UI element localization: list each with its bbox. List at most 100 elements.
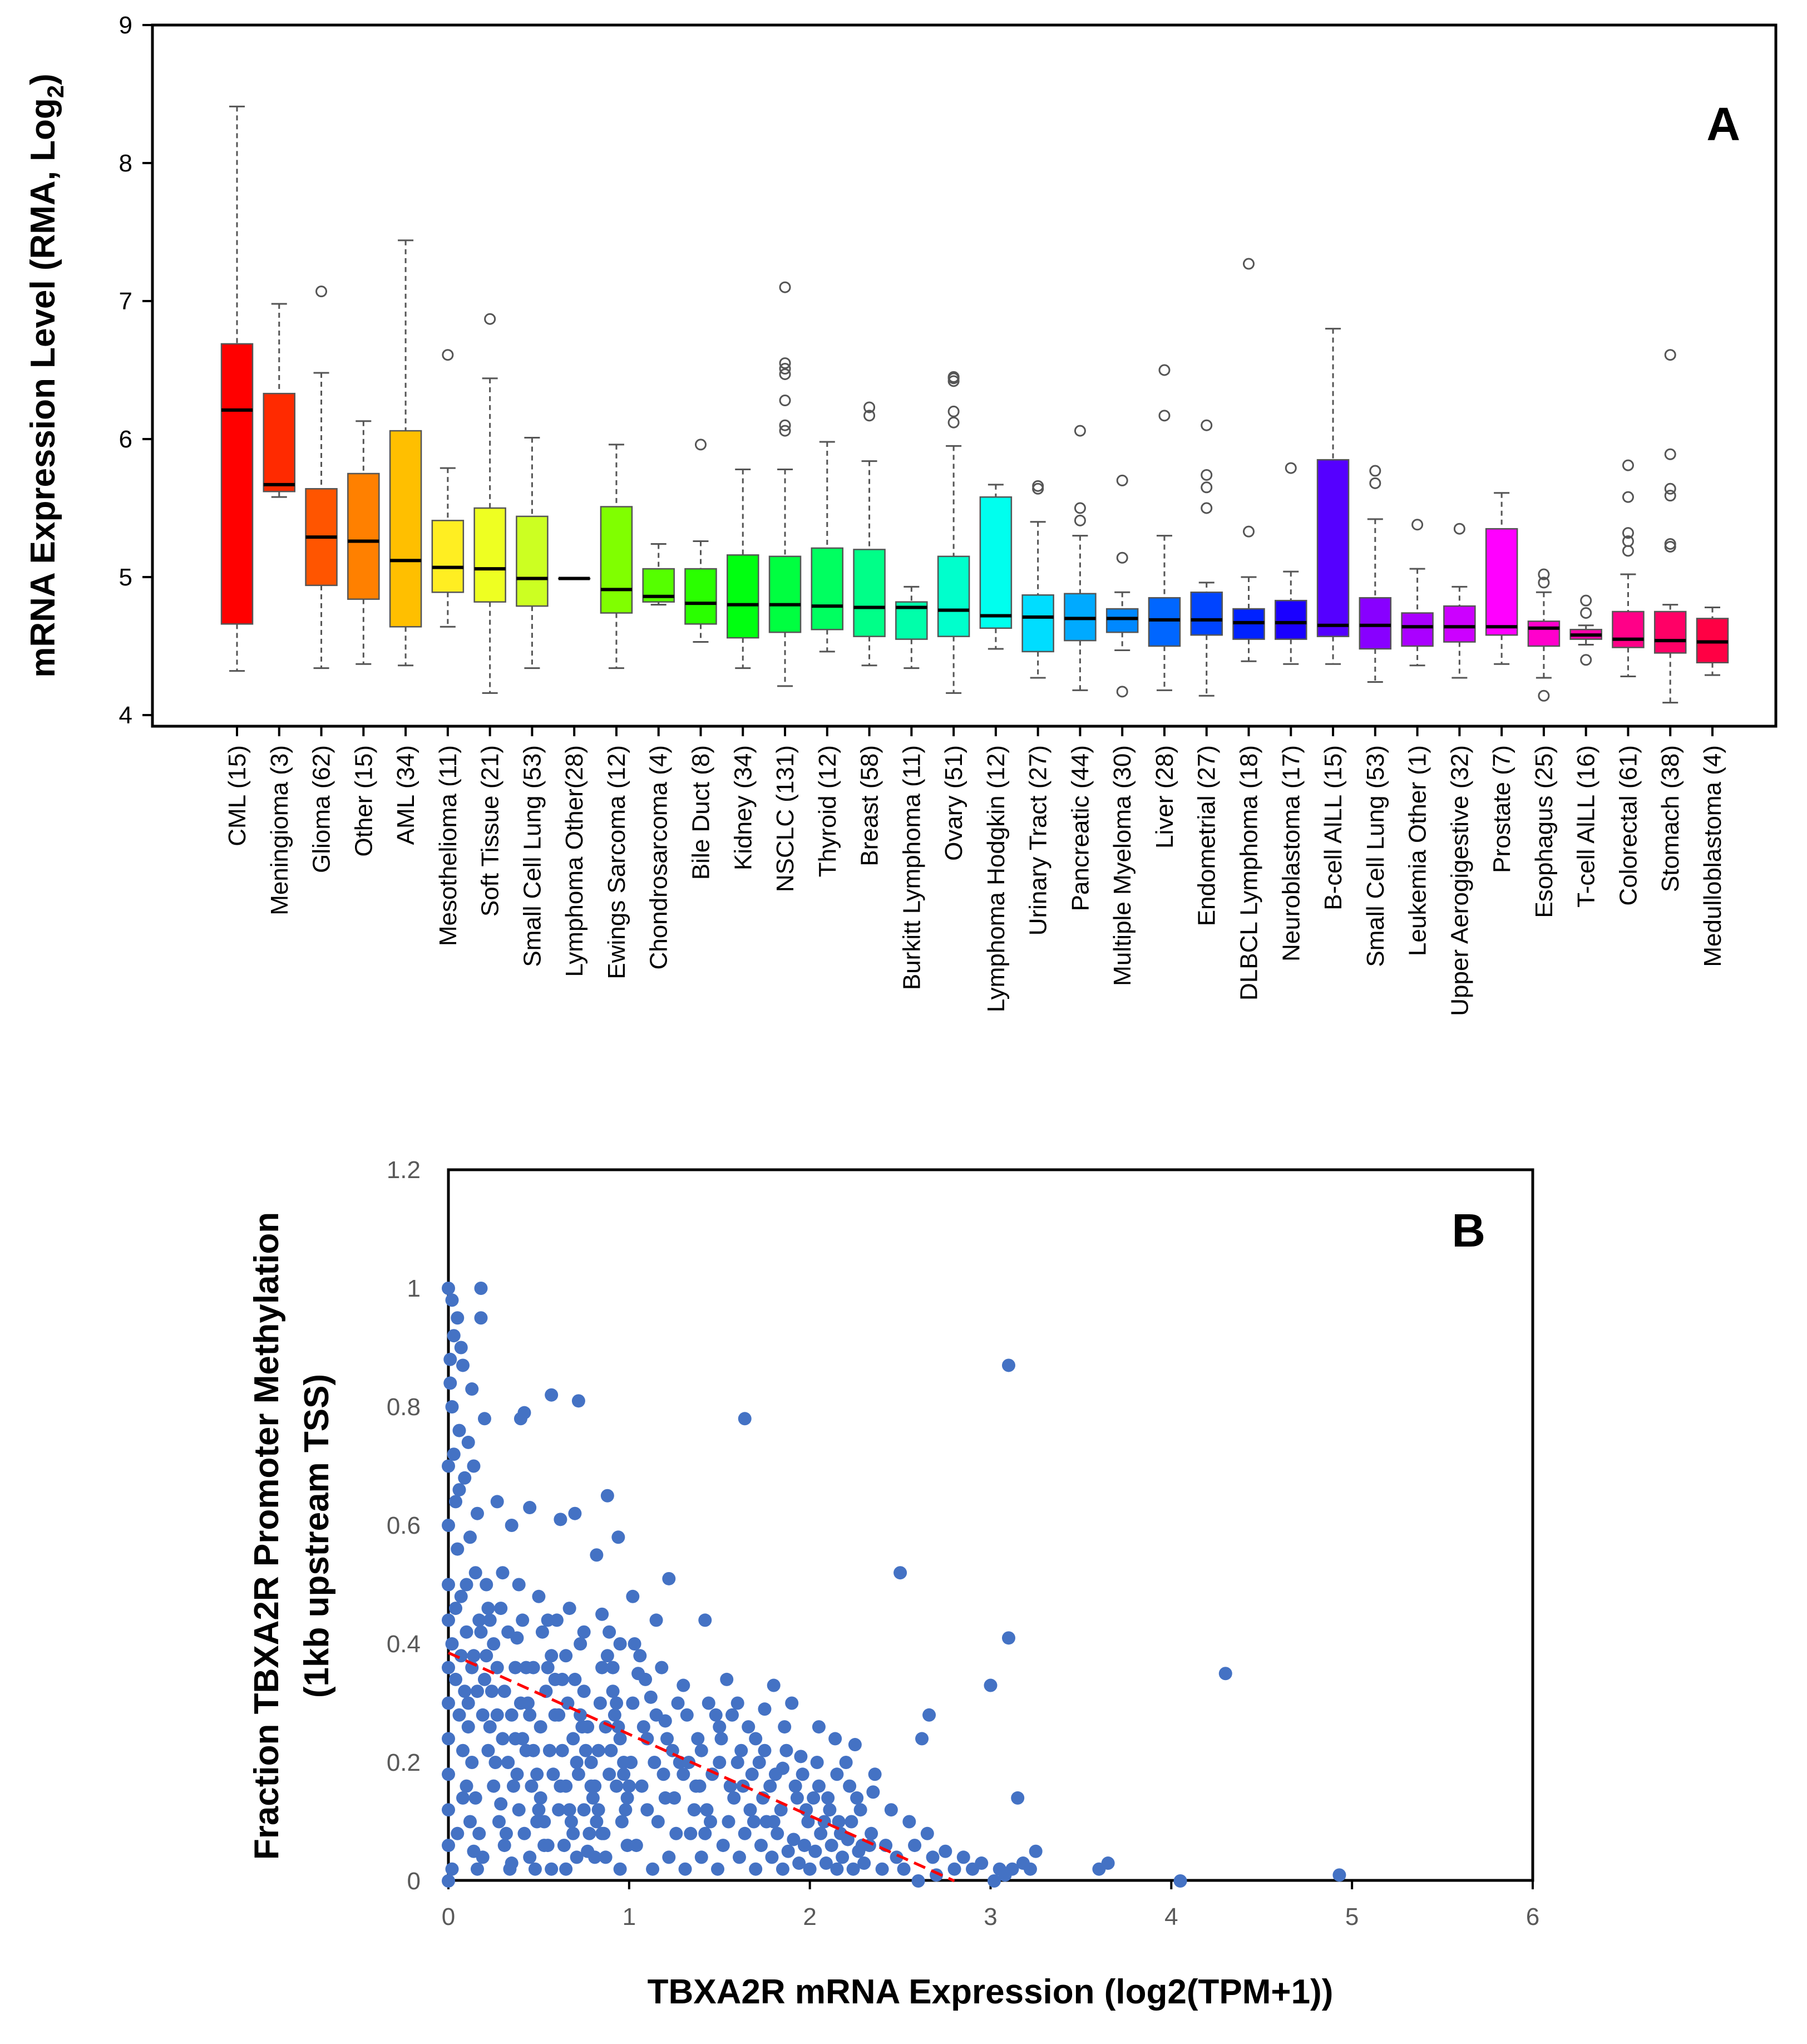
panel-b-point: [514, 1412, 527, 1426]
panel-b-y-tick-label: 0.4: [387, 1631, 421, 1658]
panel-b-point: [792, 1856, 806, 1870]
panel-b-point: [510, 1767, 524, 1781]
panel-a-box: [1612, 610, 1645, 648]
panel-b-point: [483, 1613, 497, 1627]
panel-b-point: [776, 1862, 789, 1876]
panel-b-point: [713, 1720, 727, 1734]
panel-a-outlier: [1369, 477, 1381, 489]
panel-b-point: [506, 1779, 520, 1793]
panel-b-point: [984, 1678, 998, 1692]
panel-b-point: [470, 1685, 484, 1698]
panel-b-x-tick-label: 3: [984, 1903, 997, 1930]
panel-b-point: [662, 1572, 676, 1585]
panel-b-point: [662, 1850, 676, 1864]
panel-b-point: [819, 1856, 833, 1870]
panel-b-trendline: [447, 1651, 955, 1883]
panel-a-box-group: [263, 303, 296, 498]
panel-b-point: [470, 1862, 484, 1876]
panel-b-point: [814, 1826, 828, 1840]
panel-b-point: [790, 1791, 804, 1805]
panel-b-point: [893, 1566, 907, 1580]
panel-b-point: [545, 1388, 559, 1402]
panel-a-box: [473, 507, 506, 603]
panel-b-point: [743, 1803, 757, 1817]
panel-a-box: [1105, 608, 1139, 633]
panel-b-point: [691, 1732, 705, 1746]
panel-a-category-label: Colorectal (61): [1615, 745, 1642, 906]
panel-a-outlier: [1201, 469, 1213, 481]
panel-a-box-group: [1443, 523, 1476, 679]
panel-b-point: [626, 1696, 640, 1710]
panel-b-point: [442, 1732, 455, 1746]
panel-b-point: [920, 1826, 934, 1840]
panel-b-point: [606, 1661, 620, 1674]
panel-b-point: [480, 1649, 493, 1663]
panel-a-category-label: Pancreatic (44): [1067, 745, 1094, 911]
panel-b-point: [562, 1602, 576, 1616]
panel-a-box-group: [431, 349, 465, 628]
panel-a-y-axis-title-sub: 2: [42, 85, 68, 98]
panel-b-point: [577, 1685, 591, 1698]
panel-a-outlier: [1664, 490, 1676, 502]
panel-b-point: [651, 1815, 665, 1829]
panel-b-point: [517, 1826, 531, 1840]
panel-b-point: [566, 1826, 580, 1840]
panel-b-point: [779, 1743, 793, 1757]
panel-b-point: [458, 1685, 472, 1698]
panel-b-point: [626, 1589, 640, 1603]
panel-b-point: [846, 1862, 860, 1876]
panel-b-point: [848, 1738, 862, 1752]
panel-b-point: [1001, 1358, 1015, 1372]
panel-b-point: [747, 1815, 761, 1829]
panel-b-point: [582, 1826, 596, 1840]
panel-b-point: [442, 1874, 455, 1888]
panel-a-category-label: Neuroblastoma (17): [1277, 745, 1305, 962]
panel-a-box-group: [1105, 474, 1139, 698]
panel-b-point: [571, 1394, 585, 1408]
panel-b-point: [474, 1282, 488, 1295]
panel-b-point: [562, 1803, 576, 1817]
panel-a-outlier: [1243, 258, 1255, 270]
panel-a-box: [431, 520, 465, 593]
panel-b-point: [541, 1661, 555, 1674]
panel-b-point: [559, 1862, 573, 1876]
panel-b-point: [1011, 1791, 1025, 1805]
panel-b-point: [655, 1661, 669, 1674]
panel-b-point: [591, 1743, 605, 1757]
panel-b-point: [445, 1637, 459, 1651]
panel-b-point: [443, 1376, 457, 1390]
panel-a-outlier: [694, 439, 707, 451]
panel-a-box-group: [1569, 594, 1602, 666]
panel-b-point: [669, 1826, 683, 1840]
panel-a-box-group: [1696, 607, 1729, 676]
panel-b-point: [452, 1424, 466, 1437]
panel-b-point: [523, 1850, 537, 1864]
panel-b-point: [570, 1756, 584, 1769]
panel-b-point: [442, 1282, 455, 1295]
panel-b-point: [474, 1625, 488, 1639]
panel-a-outlier: [1580, 594, 1592, 607]
panel-a-category-label: Bile Duct (8): [687, 745, 714, 880]
panel-b-point: [956, 1850, 970, 1864]
panel-b-point: [483, 1720, 497, 1734]
panel-b-point: [566, 1732, 580, 1746]
panel-b-point: [461, 1435, 475, 1449]
panel-b-point: [771, 1826, 784, 1840]
panel-b-point: [725, 1708, 739, 1722]
panel-a-category-label: Soft Tissue (21): [477, 745, 504, 917]
panel-b-point: [465, 1382, 479, 1396]
panel-b-point: [496, 1732, 510, 1746]
panel-b-point: [767, 1815, 781, 1829]
panel-a-category-label: Small Cell Lung (53): [519, 745, 546, 967]
panel-b-point: [635, 1779, 649, 1793]
panel-b-point: [821, 1791, 835, 1805]
panel-b-x-tick-label: 5: [1345, 1903, 1359, 1930]
panel-a-category-label: Lymphoma Hodgkin (12): [983, 745, 1010, 1012]
panel-a-category-label: Kidney (34): [729, 745, 757, 870]
panel-a-box: [1021, 594, 1054, 653]
panel-b-point: [456, 1743, 470, 1757]
panel-a-category-label: Glioma (62): [308, 745, 335, 873]
panel-b-x-tick-label: 4: [1164, 1903, 1178, 1930]
panel-a-outlier: [779, 395, 791, 407]
panel-a-box: [768, 555, 802, 633]
